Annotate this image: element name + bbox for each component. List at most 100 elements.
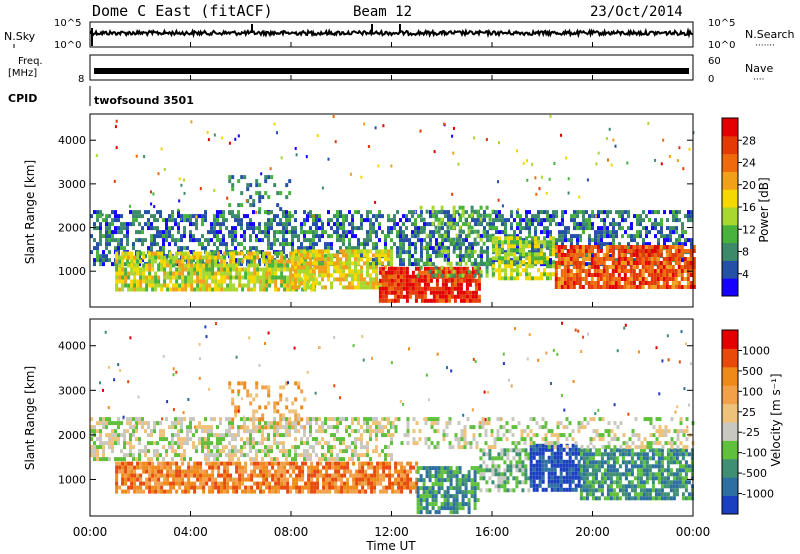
data-cell <box>171 218 174 223</box>
data-cell <box>270 445 273 450</box>
data-cell <box>513 218 516 223</box>
data-cell <box>309 285 312 290</box>
data-cell <box>273 421 276 426</box>
data-cell <box>572 281 576 285</box>
data-cell <box>108 441 111 446</box>
data-cell <box>683 265 687 269</box>
data-cell <box>400 473 404 478</box>
y-tick-label: 4000 <box>58 134 86 147</box>
data-cell <box>684 230 687 235</box>
data-cell <box>267 234 270 239</box>
data-cell <box>653 253 657 257</box>
data-cell <box>593 265 597 269</box>
data-cell <box>476 265 480 270</box>
data-cell <box>566 265 570 269</box>
data-cell <box>139 267 143 272</box>
data-cell <box>474 270 478 275</box>
data-cell <box>181 263 185 268</box>
data-cell <box>417 262 420 267</box>
scatter-cell <box>526 159 528 163</box>
data-cell <box>142 275 146 280</box>
data-cell <box>252 417 255 422</box>
data-cell <box>411 214 414 219</box>
data-cell <box>259 267 263 272</box>
data-cell <box>163 461 167 466</box>
data-cell <box>630 222 633 227</box>
data-cell <box>184 469 188 474</box>
data-cell <box>372 242 375 247</box>
data-cell <box>390 270 394 275</box>
data-cell <box>575 273 579 277</box>
data-cell <box>243 417 246 422</box>
data-cell <box>151 489 155 494</box>
data-cell <box>363 277 366 282</box>
data-cell <box>162 234 165 239</box>
data-cell <box>552 218 555 223</box>
noise-search-label: N.Search <box>745 28 795 41</box>
data-cell <box>417 258 420 263</box>
data-cell <box>403 485 407 490</box>
data-cell <box>675 218 678 223</box>
data-cell <box>408 242 411 247</box>
data-cell <box>620 277 624 281</box>
data-cell <box>357 242 360 247</box>
data-cell <box>300 249 303 254</box>
data-cell <box>540 248 543 253</box>
data-cell <box>126 453 129 458</box>
data-cell <box>378 425 381 430</box>
data-cell <box>130 283 134 288</box>
data-cell <box>231 433 234 438</box>
data-cell <box>136 461 140 466</box>
data-cell <box>537 268 540 273</box>
data-cell <box>501 276 504 281</box>
data-cell <box>199 461 203 466</box>
data-cell <box>482 261 486 266</box>
data-cell <box>93 441 96 446</box>
data-cell <box>228 385 232 390</box>
data-cell <box>132 222 135 227</box>
data-cell <box>429 242 432 247</box>
data-cell <box>231 421 234 426</box>
data-cell <box>247 263 251 268</box>
data-cell <box>337 473 341 478</box>
data-cell <box>438 226 441 231</box>
data-cell <box>318 269 321 274</box>
data-cell <box>488 213 492 218</box>
data-cell <box>156 457 159 462</box>
scatter-cell <box>451 134 454 138</box>
data-cell <box>498 236 501 241</box>
data-cell <box>639 230 642 235</box>
data-cell <box>692 273 696 277</box>
data-cell <box>609 230 612 235</box>
data-cell <box>162 429 165 434</box>
data-cell <box>264 437 267 442</box>
data-cell <box>144 421 147 426</box>
data-cell <box>127 287 131 292</box>
data-cell <box>342 277 345 282</box>
data-cell <box>138 254 141 259</box>
data-cell <box>117 226 120 231</box>
data-cell <box>438 250 441 255</box>
data-cell <box>626 285 630 289</box>
data-cell <box>639 218 642 223</box>
data-cell <box>211 477 215 482</box>
data-cell <box>447 290 451 295</box>
data-cell <box>692 285 696 289</box>
data-cell <box>627 226 630 231</box>
data-cell <box>196 461 200 466</box>
data-cell <box>465 294 469 299</box>
data-cell <box>309 277 312 282</box>
data-cell <box>130 485 134 490</box>
data-cell <box>434 269 438 274</box>
data-cell <box>369 226 372 231</box>
data-cell <box>273 425 277 430</box>
data-cell <box>668 245 672 249</box>
data-cell <box>480 234 483 239</box>
data-cell <box>256 251 260 256</box>
data-cell <box>379 481 383 486</box>
data-cell <box>467 269 471 274</box>
data-cell <box>570 242 573 247</box>
data-cell <box>683 249 687 253</box>
data-cell <box>211 481 215 486</box>
data-cell <box>99 457 102 462</box>
